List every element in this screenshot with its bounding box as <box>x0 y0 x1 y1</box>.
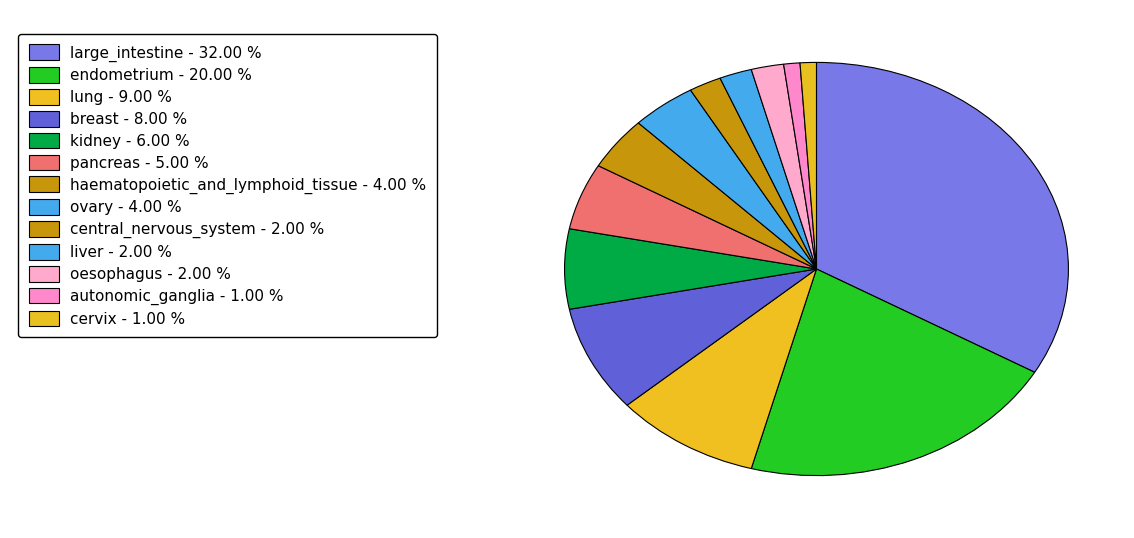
Wedge shape <box>569 166 816 269</box>
Wedge shape <box>565 229 816 309</box>
Wedge shape <box>784 63 816 269</box>
Wedge shape <box>627 269 816 469</box>
Wedge shape <box>720 69 816 269</box>
Wedge shape <box>751 269 1034 476</box>
Legend: large_intestine - 32.00 %, endometrium - 20.00 %, lung - 9.00 %, breast - 8.00 %: large_intestine - 32.00 %, endometrium -… <box>18 34 437 337</box>
Wedge shape <box>599 123 816 269</box>
Wedge shape <box>816 62 1068 372</box>
Wedge shape <box>569 269 816 405</box>
Wedge shape <box>638 90 816 269</box>
Wedge shape <box>751 64 816 269</box>
Wedge shape <box>799 62 816 269</box>
Wedge shape <box>691 78 816 269</box>
